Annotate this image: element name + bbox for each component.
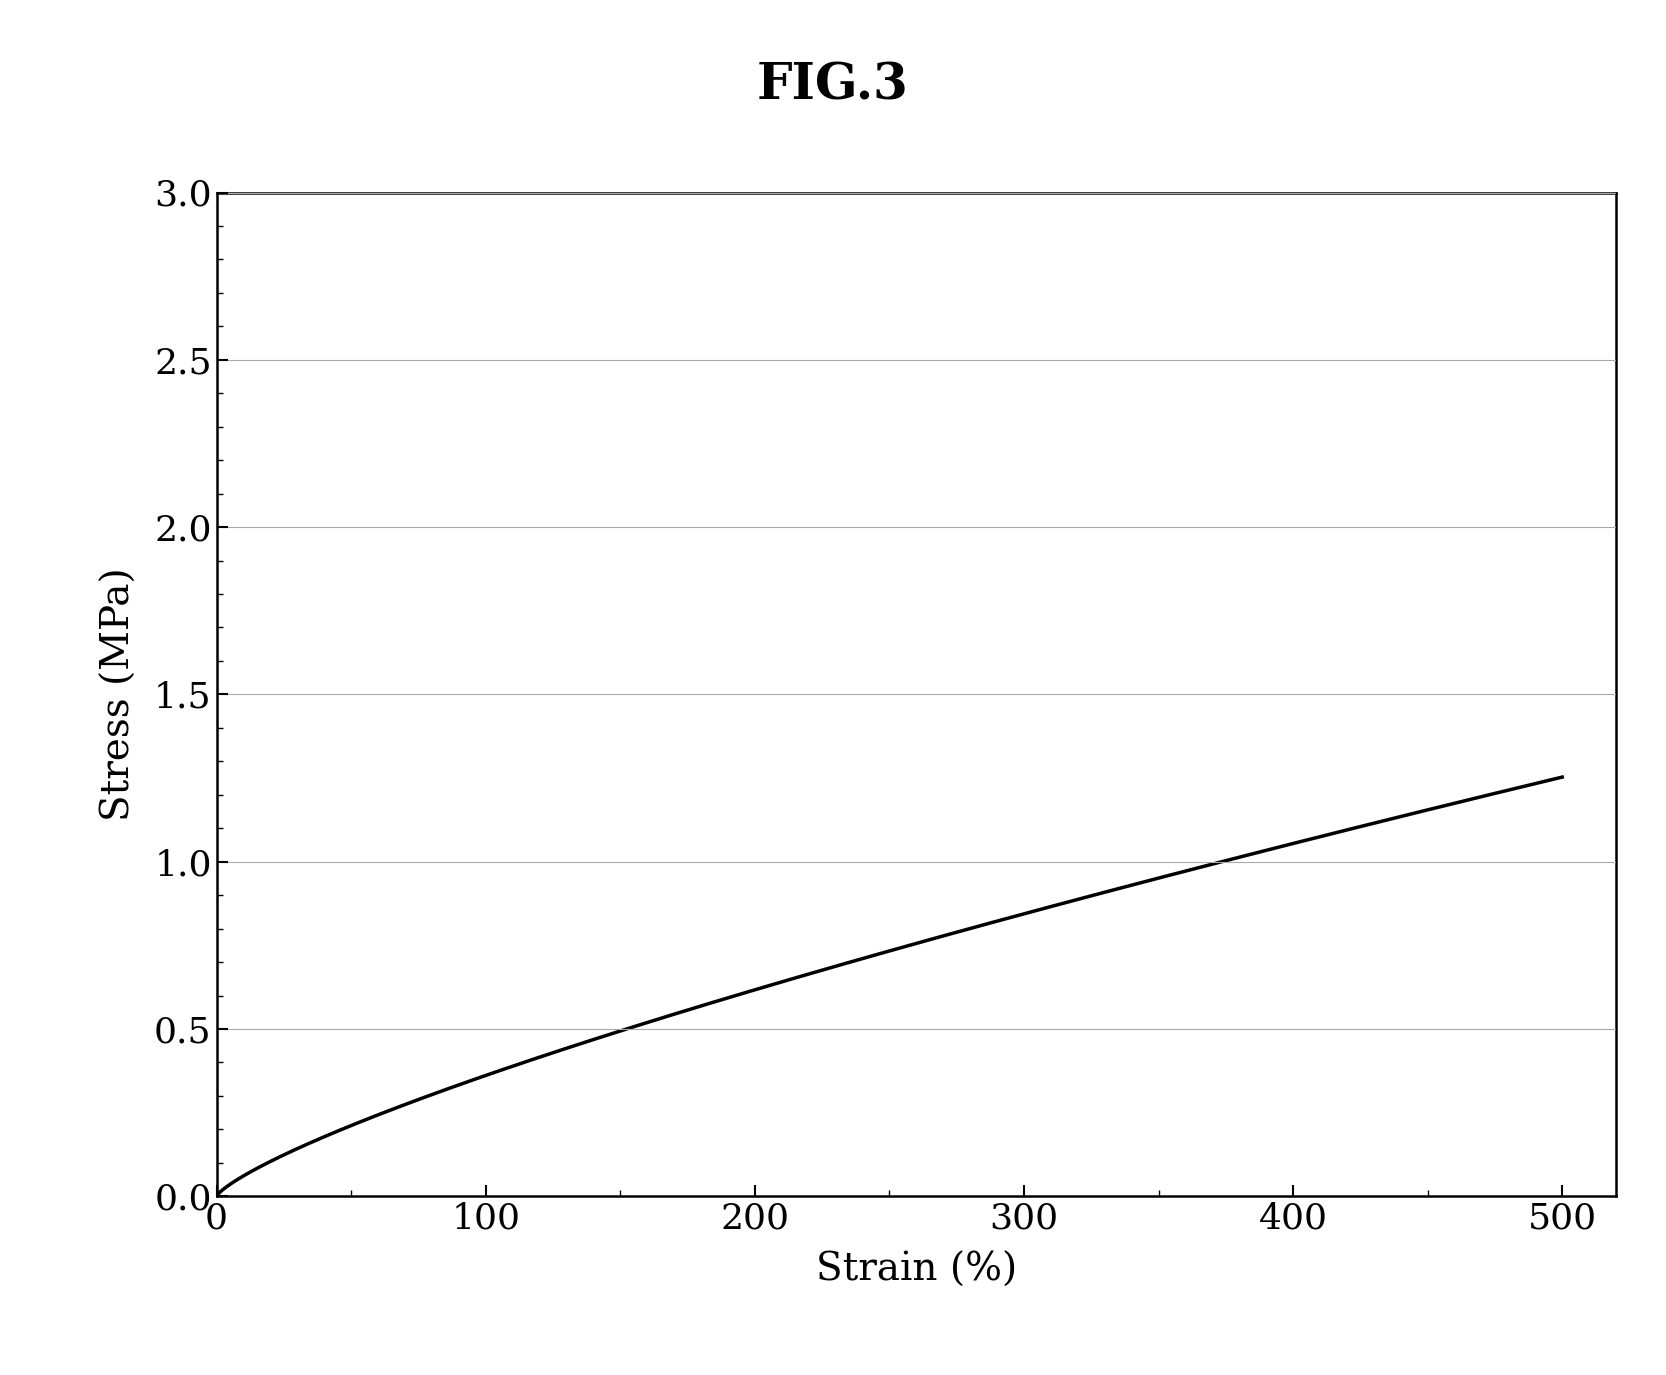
Text: FIG.3: FIG.3 bbox=[756, 62, 910, 111]
X-axis label: Strain (%): Strain (%) bbox=[816, 1251, 1016, 1288]
Y-axis label: Stress (MPa): Stress (MPa) bbox=[100, 568, 137, 821]
